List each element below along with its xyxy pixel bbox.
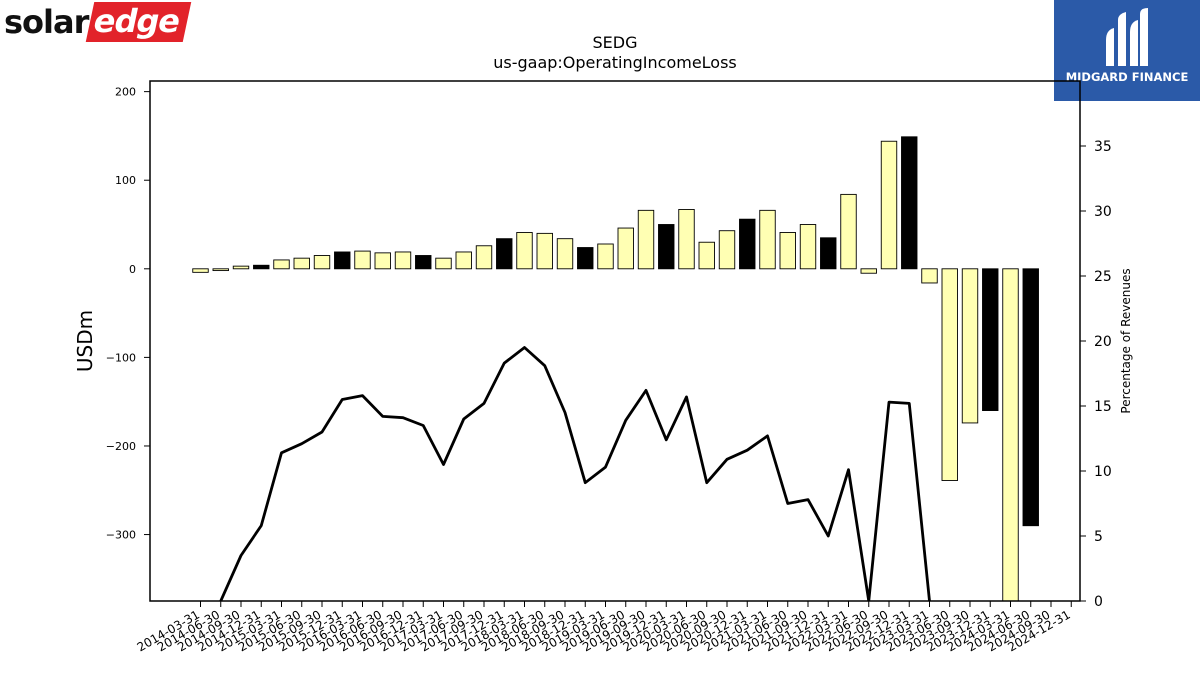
bar-2014-09-30 (232, 265, 250, 270)
bar-2022-09-30 (880, 140, 898, 270)
bar-2018-12-31 (577, 247, 594, 270)
line-group (219, 346, 931, 601)
midgard-finance-logo: MIDGARD FINANCE (1054, 0, 1200, 101)
y-tick-label: −300 (106, 529, 136, 542)
bar-2020-03-31 (678, 208, 695, 270)
bar-2016-12-31 (415, 255, 432, 270)
bar-2021-06-30 (779, 232, 796, 270)
bar-2015-09-30 (313, 255, 331, 270)
y2-tick-label: 20 (1094, 334, 1112, 350)
bar-2016-06-30 (374, 252, 391, 270)
bar-2018-06-30 (536, 232, 553, 270)
y-tick-label: −200 (106, 440, 136, 453)
y2-tick-label: 25 (1094, 269, 1112, 285)
chart-subtitle: us-gaap:OperatingIncomeLoss (493, 53, 737, 72)
revenue-percentage-line (219, 346, 931, 601)
solaredge-logo: solar edge (4, 2, 192, 42)
bar-2014-06-30 (212, 268, 229, 272)
bar-2015-06-30 (293, 257, 310, 270)
bar-2017-12-31 (496, 238, 513, 270)
bar-2022-06-30 (860, 268, 877, 274)
bar-2016-03-31 (354, 250, 371, 270)
bar-2015-03-31 (273, 259, 290, 270)
bar-2023-12-31 (982, 268, 999, 411)
bar-2024-06-30 (1022, 268, 1039, 527)
bar-2021-03-31 (759, 209, 776, 270)
bar-2015-12-31 (334, 251, 351, 270)
y2-tick-label: 35 (1094, 139, 1112, 155)
y2-axis-label: Percentage of Revenues (1119, 268, 1133, 413)
y-axis-label: USDm (73, 310, 97, 372)
bar-2019-12-31 (658, 224, 675, 270)
chart-title: SEDG (593, 33, 638, 52)
bar-2019-03-31 (597, 243, 614, 270)
bar-2022-12-31 (901, 136, 918, 270)
plot-frame (149, 80, 1081, 602)
bar-2014-12-31 (253, 264, 270, 270)
bar-2018-09-30 (556, 238, 574, 270)
bar-2017-06-30 (455, 251, 472, 270)
bar-2023-09-30 (961, 268, 979, 424)
y-tick-label: 100 (115, 174, 136, 187)
bar-2020-06-30 (698, 241, 715, 270)
y2-tick-label: 30 (1094, 204, 1112, 220)
bar-2019-06-30 (617, 227, 634, 270)
y-tick-label: −100 (106, 351, 136, 364)
bar-2014-03-31 (192, 268, 209, 273)
y2-tick-label: 15 (1094, 399, 1112, 415)
midgard-emblem-icon (1106, 8, 1148, 66)
bar-2018-03-31 (516, 232, 533, 270)
y-tick-label: 0 (129, 263, 136, 276)
logo-text-midgard: MIDGARD FINANCE (1065, 70, 1189, 84)
bar-2022-03-31 (840, 193, 857, 270)
bar-2019-09-30 (637, 209, 655, 270)
logo-text-solar: solar (4, 3, 89, 41)
bar-2020-09-30 (718, 230, 736, 270)
bar-2023-06-30 (941, 268, 958, 481)
bar-2017-03-31 (435, 257, 452, 270)
bar-2021-09-30 (799, 224, 817, 270)
bar-2023-03-31 (921, 268, 938, 284)
bar-2017-09-30 (475, 245, 493, 270)
y2-tick-label: 10 (1094, 464, 1112, 480)
bar-2024-03-31 (1002, 268, 1019, 602)
bar-2016-09-30 (394, 251, 412, 270)
bar-2020-12-31 (739, 218, 756, 270)
y-tick-label: 200 (115, 86, 136, 99)
y2-tick-label: 0 (1094, 594, 1103, 610)
y2-tick-label: 5 (1094, 529, 1103, 545)
bars-group (192, 136, 1039, 602)
bar-2021-12-31 (820, 237, 837, 270)
